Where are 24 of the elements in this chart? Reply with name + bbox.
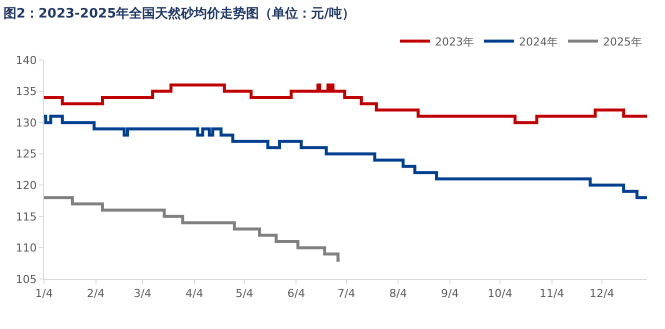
legend-label: 2025年 (603, 35, 642, 48)
y-tick-label: 110 (16, 242, 37, 255)
y-tick-label: 105 (16, 272, 37, 286)
legend-label: 2024年 (519, 35, 558, 48)
y-tick-label: 130 (16, 116, 37, 130)
x-tick-label: 3/4 (134, 287, 152, 300)
x-tick-label: 2/4 (86, 287, 105, 300)
x-tick-label: 12/4 (590, 287, 614, 300)
y-tick-label: 135 (16, 85, 37, 98)
y-tick-label: 140 (16, 54, 37, 67)
x-tick-label: 4/4 (185, 287, 204, 300)
x-tick-label: 7/4 (337, 287, 356, 300)
y-tick-label: 125 (16, 148, 37, 161)
chart-title: 图2：2023-2025年全国天然砂均价走势图（单位：元/吨） (3, 5, 355, 22)
x-tick-label: 1/4 (35, 287, 53, 300)
x-tick-label: 10/4 (488, 287, 512, 300)
y-tick-label: 115 (16, 210, 37, 224)
x-tick-label: 11/4 (539, 287, 564, 300)
x-tick-label: 6/4 (287, 287, 306, 300)
x-tick-label: 9/4 (441, 287, 459, 300)
x-tick-label: 5/4 (236, 287, 254, 300)
x-tick-label: 8/4 (389, 287, 407, 300)
legend-label: 2023年 (435, 35, 474, 48)
y-tick-label: 120 (16, 178, 37, 192)
